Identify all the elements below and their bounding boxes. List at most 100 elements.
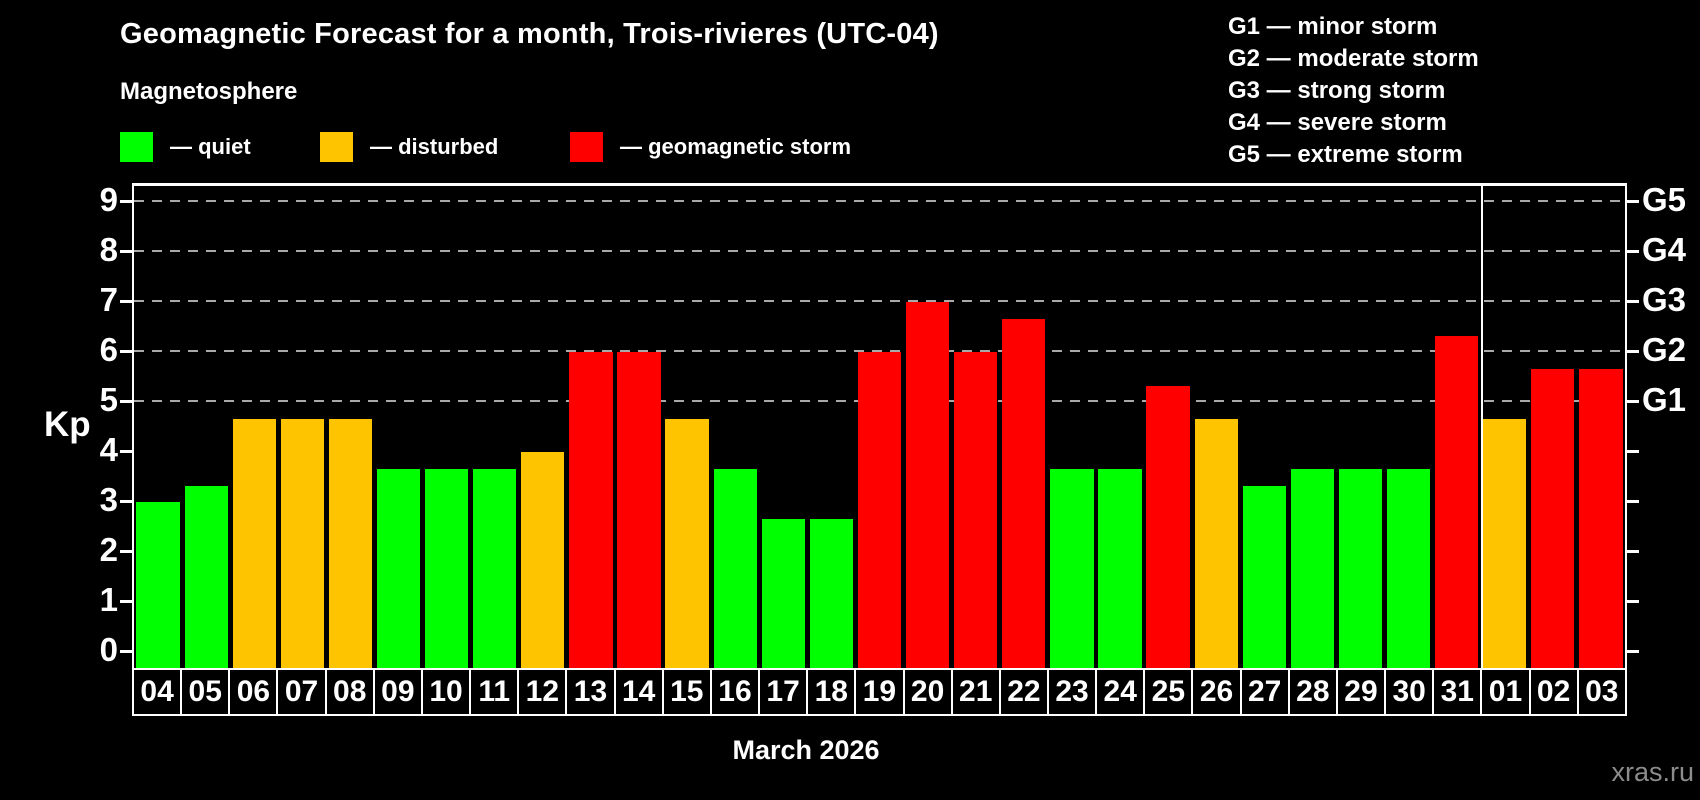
kp-bar-day-14 <box>617 352 661 668</box>
y-tick-label-7: 7 <box>99 281 118 318</box>
y-tick-left-4 <box>120 450 132 453</box>
y-tick-right-7 <box>1627 300 1639 303</box>
y-tick-label-0: 0 <box>99 631 118 668</box>
legend-label-quiet: — quiet <box>170 134 251 159</box>
storm-swatch-icon <box>570 132 603 162</box>
y-tick-label-3: 3 <box>99 481 118 518</box>
gridline-kp6 <box>134 350 1625 352</box>
kp-bar-day-13 <box>569 352 613 668</box>
kp-bar-day-09 <box>376 468 421 668</box>
kp-bar-day-04 <box>136 502 180 668</box>
y-tick-left-0 <box>120 650 132 653</box>
day-label-11: 11 <box>469 668 520 716</box>
day-label-17: 17 <box>758 668 809 716</box>
legend-label-storm: — geomagnetic storm <box>620 134 852 159</box>
g-scale-label-g3: G3 <box>1642 281 1687 318</box>
kp-bar-day-01 <box>1483 418 1527 668</box>
day-label-24: 24 <box>1095 668 1146 716</box>
kp-bar-day-22 <box>1002 318 1046 668</box>
magnetosphere-subtitle: Magnetosphere <box>120 78 298 105</box>
g-scale-legend: G1 — minor storm G2 — moderate storm G3 — … <box>1228 11 1479 171</box>
kp-bar-day-31 <box>1435 335 1479 668</box>
kp-bar-day-24 <box>1098 468 1142 668</box>
day-label-04: 04 <box>132 668 183 716</box>
quiet-swatch-icon <box>120 132 153 162</box>
y-tick-right-8 <box>1627 250 1639 253</box>
y-tick-label-4: 4 <box>99 431 118 468</box>
day-label-23: 23 <box>1046 668 1098 716</box>
color-legend: — quiet — disturbed — geomagnetic storm <box>120 130 1020 164</box>
y-tick-right-3 <box>1627 500 1639 503</box>
y-tick-label-2: 2 <box>99 531 118 568</box>
y-tick-right-0 <box>1627 650 1639 653</box>
kp-bar-day-23 <box>1050 468 1094 668</box>
kp-bar-day-08 <box>328 418 373 668</box>
kp-bar-day-11 <box>473 468 517 668</box>
kp-bar-day-15 <box>665 418 709 668</box>
kp-bar-day-06 <box>232 418 276 668</box>
y-tick-label-6: 6 <box>99 331 118 368</box>
kp-bar-day-27 <box>1242 485 1286 668</box>
day-label-07: 07 <box>276 668 327 716</box>
y-tick-left-5 <box>120 400 132 403</box>
day-label-31: 31 <box>1432 668 1483 716</box>
day-label-14: 14 <box>613 668 664 716</box>
kp-bar-day-19 <box>857 352 902 668</box>
day-label-12: 12 <box>517 668 568 716</box>
g-legend-line-5: G5 — extreme storm <box>1228 141 1463 168</box>
kp-bar-day-07 <box>280 418 324 668</box>
y-tick-left-1 <box>120 600 132 603</box>
day-label-01: 01 <box>1480 668 1531 716</box>
kp-bar-day-20 <box>905 302 950 668</box>
y-axis-title: Kp <box>44 405 91 444</box>
legend-item-storm: — geomagnetic storm <box>570 130 851 164</box>
g-legend-line-4: G4 — severe storm <box>1228 109 1447 136</box>
y-tick-left-6 <box>120 350 132 353</box>
kp-bar-day-10 <box>424 468 469 668</box>
y-tick-left-7 <box>120 300 132 303</box>
g-scale-label-g5: G5 <box>1642 181 1687 218</box>
kp-bar-day-21 <box>954 352 998 668</box>
kp-bar-day-26 <box>1194 418 1238 668</box>
kp-bar-day-03 <box>1579 368 1623 668</box>
y-tick-right-9 <box>1627 200 1639 203</box>
gridline-kp8 <box>134 250 1625 252</box>
gridline-kp7 <box>134 300 1625 302</box>
g-legend-line-1: G1 — minor storm <box>1228 13 1438 40</box>
legend-item-quiet: — quiet <box>120 130 251 164</box>
day-label-18: 18 <box>806 668 857 716</box>
legend-label-disturbed: — disturbed <box>370 134 499 159</box>
day-label-09: 09 <box>372 668 423 716</box>
day-label-29: 29 <box>1335 668 1387 716</box>
day-label-02: 02 <box>1528 668 1579 716</box>
x-axis-day-labels: 04 05 06 07 08 09 10 11 12 13 14 15 16 17 18 19 20 21 22 23… <box>132 668 1627 716</box>
day-label-03: 03 <box>1576 668 1627 716</box>
day-label-22: 22 <box>998 668 1049 716</box>
kp-bar-day-12 <box>521 452 565 668</box>
y-tick-left-3 <box>120 500 132 503</box>
day-label-30: 30 <box>1384 668 1435 716</box>
kp-bar-day-02 <box>1531 368 1575 668</box>
y-tick-label-8: 8 <box>99 231 118 268</box>
gridline-kp9 <box>134 200 1625 202</box>
kp-bar-day-18 <box>809 518 854 668</box>
kp-bar-day-25 <box>1146 385 1190 668</box>
chart-title: Geomagnetic Forecast for a month, Trois-… <box>120 18 939 50</box>
y-tick-left-9 <box>120 200 132 203</box>
kp-bar-day-05 <box>184 485 228 668</box>
kp-bar-day-17 <box>761 518 805 668</box>
y-tick-label-5: 5 <box>99 381 118 418</box>
day-label-26: 26 <box>1191 668 1242 716</box>
watermark: xras.ru <box>1611 757 1694 787</box>
g-scale-label-g4: G4 <box>1642 231 1687 268</box>
y-tick-label-1: 1 <box>99 581 118 618</box>
day-label-20: 20 <box>902 668 953 716</box>
x-axis-title: March 2026 <box>732 735 880 765</box>
day-label-27: 27 <box>1239 668 1290 716</box>
kp-bar-day-29 <box>1338 468 1383 668</box>
kp-bar-day-16 <box>713 468 757 668</box>
day-label-25: 25 <box>1143 668 1194 716</box>
y-tick-left-2 <box>120 550 132 553</box>
g-legend-line-3: G3 — strong storm <box>1228 77 1446 104</box>
